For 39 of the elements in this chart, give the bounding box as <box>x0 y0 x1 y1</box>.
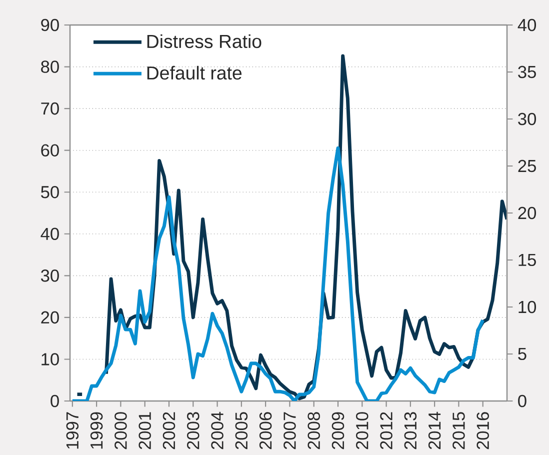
x-tick-label: 1997 <box>66 412 79 449</box>
y2-tick-label: 0 <box>518 394 526 408</box>
y2-tick-label: 15 <box>518 254 536 266</box>
y-tick-label: 10 <box>42 353 59 366</box>
x-tick-label: 2002 <box>162 412 176 450</box>
y-tick-label: 90 <box>41 18 59 32</box>
y2-tick-label: 10 <box>518 300 536 314</box>
x-tick-label: 2007 <box>284 412 296 450</box>
x-tick-label: 2010 <box>356 412 368 450</box>
y-tick-label: 40 <box>40 228 59 240</box>
x-tick-label: 2012 <box>380 412 392 450</box>
legend-label: Default rate <box>147 66 242 80</box>
x-tick-label: 2014 <box>428 412 441 450</box>
y2-tick-label: 5 <box>518 348 526 360</box>
y-tick-label: 70 <box>41 102 59 115</box>
x-tick-label: 2003 <box>186 412 200 450</box>
legend-label: Distress Ratio <box>147 34 262 48</box>
y2-tick-label: 40 <box>518 18 536 32</box>
x-tick-label: 1999 <box>90 412 103 449</box>
y2-tick-label: 30 <box>518 112 536 126</box>
y-tick-label: 0 <box>50 394 59 408</box>
x-tick-label: 2005 <box>235 412 248 450</box>
y2-tick-label: 25 <box>518 160 536 172</box>
x-tick-label: 2008 <box>308 412 320 450</box>
x-tick-label: 2006 <box>259 412 272 450</box>
y2-tick-label: 20 <box>518 206 536 220</box>
x-tick-label: 2015 <box>452 412 465 450</box>
y-tick-label: 80 <box>41 60 59 73</box>
x-tick-label: 2000 <box>114 412 127 450</box>
x-tick-label: 2001 <box>138 412 151 450</box>
y-tick-label: 60 <box>41 144 59 156</box>
x-tick-label: 2013 <box>404 412 417 450</box>
y-tick-label: 50 <box>41 186 59 198</box>
x-tick-label: 2004 <box>211 412 224 450</box>
y2-tick-label: 35 <box>518 66 536 78</box>
x-tick-label: 2009 <box>332 412 344 450</box>
y-tick-label: 20 <box>41 311 59 324</box>
x-tick-label: 2016 <box>476 412 489 450</box>
y-tick-label: 30 <box>40 270 59 282</box>
